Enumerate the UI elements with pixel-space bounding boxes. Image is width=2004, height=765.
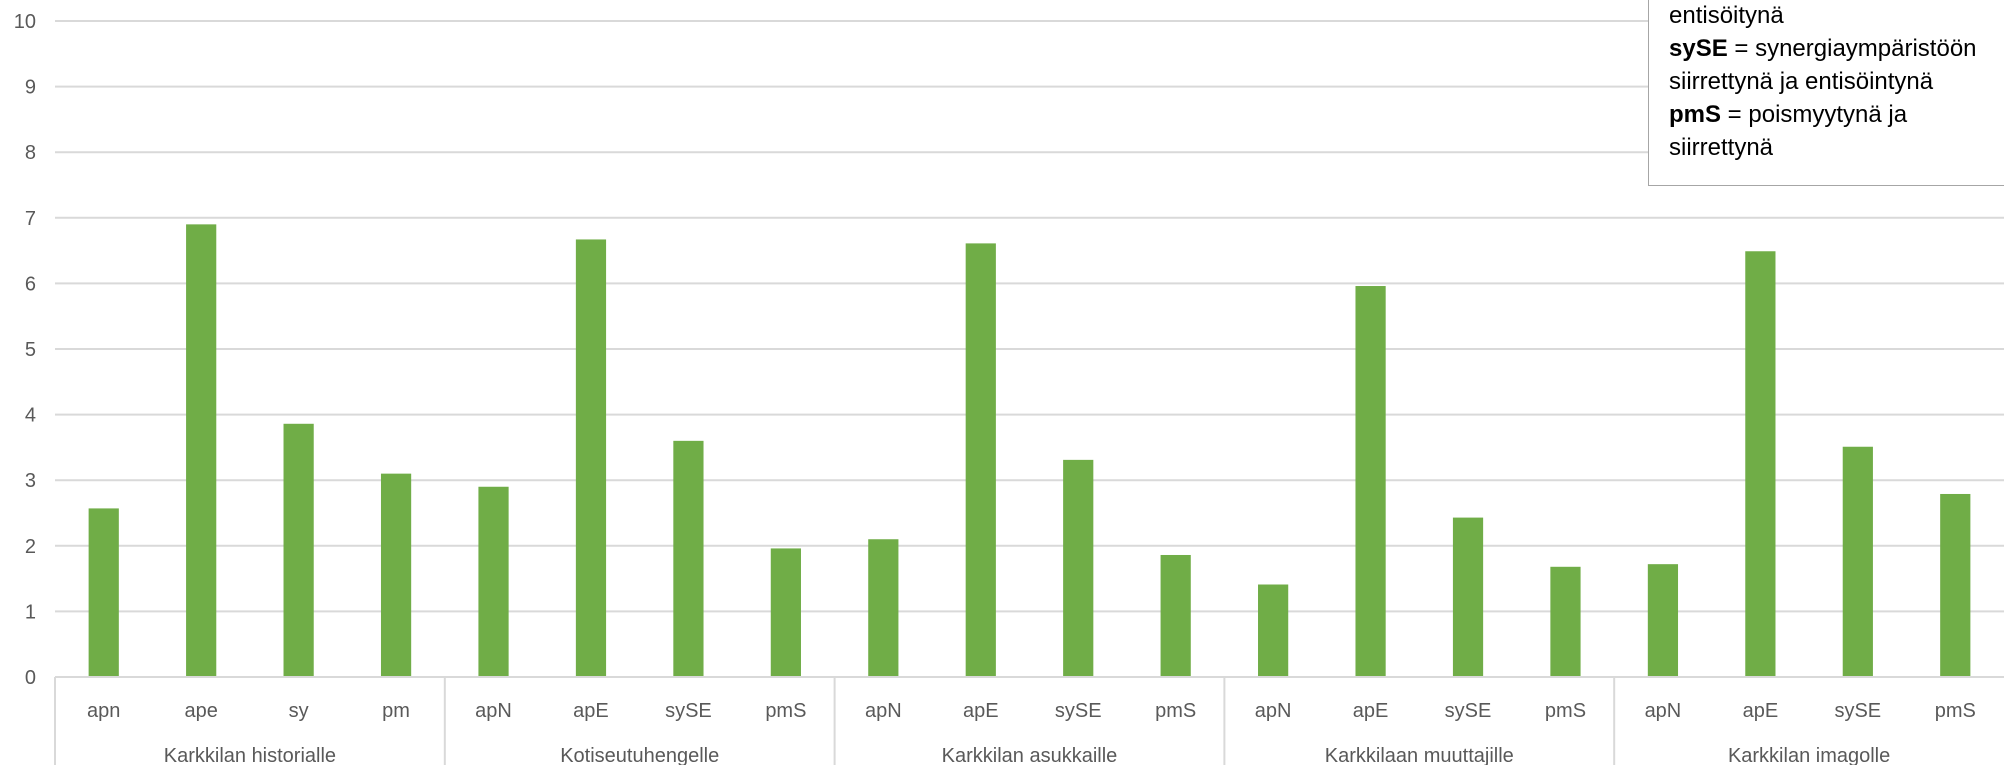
legend-line: sySE = synergiaympäristöön: [1669, 35, 1977, 62]
x-axis: apn ape sy pm Karkkilan historialle apN apE syS…: [54, 676, 2004, 765]
x-category-label: apN: [1255, 700, 1292, 722]
y-tick-label: 10: [14, 11, 36, 33]
x-category-label: sySE: [1445, 700, 1492, 722]
bar: [1647, 564, 1679, 677]
x-group-label: Karkkilaan muuttajille: [1325, 745, 1514, 765]
y-tick-label: 4: [25, 405, 36, 427]
bar: [1745, 251, 1776, 678]
x-category-label: apE: [1353, 700, 1389, 722]
bar: [88, 508, 119, 677]
x-category-label: sySE: [665, 700, 712, 722]
x-category-label: pmS: [765, 700, 806, 722]
x-category-label: pmS: [1545, 700, 1586, 722]
legend-line: pmS = poismyytynä ja: [1669, 101, 1908, 128]
bar: [1258, 584, 1289, 677]
bar: [770, 548, 801, 677]
x-category-label: apE: [573, 700, 609, 722]
bar: [1355, 286, 1386, 677]
bar: [283, 423, 314, 677]
bar: [1452, 517, 1484, 677]
bar: [868, 539, 899, 677]
x-category-label: apN: [1645, 700, 1682, 722]
x-category-label: apE: [963, 700, 999, 722]
bar: [965, 243, 996, 677]
bar: [575, 239, 607, 677]
y-tick-label: 5: [25, 339, 36, 361]
y-tick-label: 8: [25, 142, 36, 164]
bar: [1550, 566, 1581, 677]
legend-note: entisöitynä sySE = synergiaympäristöön s…: [1648, 0, 2004, 186]
legend-line: siirrettynä ja entisöintynä: [1669, 68, 1934, 95]
y-axis-tick-labels: 0 1 2 3 4 5 6 7 8 9 10: [14, 11, 36, 689]
bar: [1063, 459, 1094, 677]
y-tick-label: 3: [25, 470, 36, 492]
x-category-label: apN: [865, 700, 902, 722]
x-group-label: Kotiseutuhengelle: [560, 745, 719, 765]
y-tick-label: 2: [25, 536, 36, 558]
bar: [380, 473, 412, 677]
bar: [186, 224, 217, 678]
x-category-label: apN: [475, 700, 512, 722]
x-group-label: Karkkilan asukkaille: [942, 745, 1118, 765]
y-tick-label: 0: [25, 667, 36, 689]
bar: [673, 440, 704, 677]
bar: [1160, 554, 1191, 677]
y-tick-label: 9: [25, 77, 36, 99]
x-group-label: Karkkilan imagolle: [1728, 745, 1890, 765]
x-category-label: pmS: [1935, 700, 1976, 722]
x-category-label: pm: [382, 700, 410, 722]
legend-line: entisöitynä: [1669, 2, 1784, 29]
y-tick-label: 7: [25, 208, 36, 230]
x-category-label: apE: [1743, 700, 1779, 722]
x-category-label: ape: [184, 700, 217, 722]
y-tick-label: 1: [25, 601, 36, 623]
bar: [1940, 493, 1971, 677]
x-category-label: sySE: [1834, 700, 1881, 722]
legend-line: siirrettynä: [1669, 134, 1774, 161]
y-tick-label: 6: [25, 273, 36, 295]
x-category-label: sy: [289, 700, 309, 722]
bar: [1842, 446, 1873, 677]
x-group-label: Karkkilan historialle: [164, 745, 336, 765]
bars: [88, 224, 1971, 678]
x-category-label: sySE: [1055, 700, 1102, 722]
bar: [478, 486, 509, 677]
x-category-label: apn: [87, 700, 120, 722]
x-category-label: pmS: [1155, 700, 1196, 722]
